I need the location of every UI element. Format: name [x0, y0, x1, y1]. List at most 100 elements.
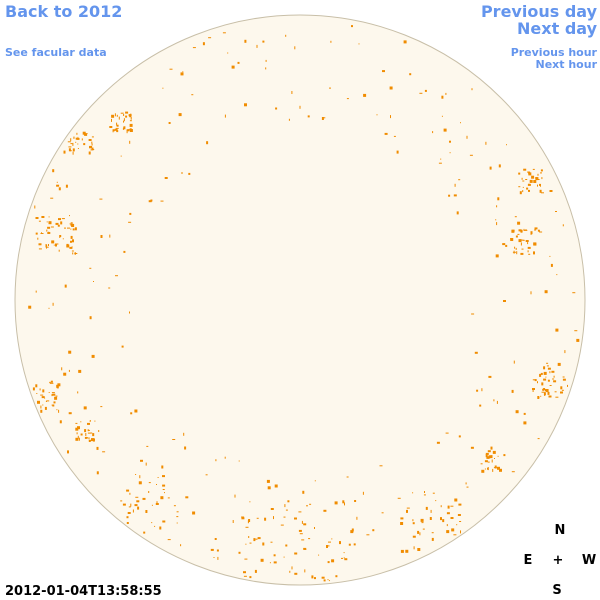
facular-link[interactable]: See facular data [5, 46, 107, 59]
facular-spot [343, 557, 345, 559]
facular-spot [521, 177, 523, 180]
compass-west: W [582, 553, 596, 568]
facular-spot [459, 521, 462, 522]
facular-spot [93, 281, 94, 282]
facular-spot [126, 522, 129, 524]
facular-spot [123, 126, 126, 130]
facular-spot [454, 498, 458, 502]
facular-spot [327, 561, 330, 564]
facular-spot [50, 380, 53, 383]
facular-spot [49, 381, 51, 384]
compass-south: S [552, 583, 561, 598]
facular-spot [348, 543, 351, 546]
facular-spot [162, 475, 165, 478]
facular-spot [224, 114, 226, 118]
facular-spot [72, 151, 74, 155]
facular-spot [560, 391, 563, 394]
facular-spot [274, 484, 278, 488]
facular-spot [549, 190, 553, 192]
facular-spot [123, 118, 125, 122]
facular-spot [160, 200, 164, 202]
facular-spot [543, 392, 546, 396]
facular-spot [114, 113, 116, 117]
facular-spot [531, 175, 535, 179]
facular-spot [77, 143, 79, 145]
facular-spot [562, 378, 566, 381]
back-link[interactable]: Back to 2012 [5, 2, 122, 21]
facular-spot [470, 446, 474, 449]
facular-spot [46, 246, 47, 249]
facular-spot [454, 183, 456, 187]
next-hour-link[interactable]: Next hour [536, 58, 598, 71]
facular-spot [111, 118, 112, 122]
facular-spot [456, 211, 459, 215]
facular-spot [412, 522, 415, 525]
facular-spot [273, 516, 274, 520]
facular-spot [243, 575, 247, 577]
facular-spot [548, 395, 552, 398]
facular-spot [496, 205, 498, 208]
facular-spot [532, 388, 535, 390]
facular-spot [519, 191, 522, 195]
facular-spot [298, 511, 302, 513]
facular-spot [484, 460, 488, 463]
facular-spot [403, 40, 407, 44]
facular-spot [456, 524, 458, 526]
facular-spot [492, 450, 496, 454]
facular-spot [412, 535, 416, 538]
facular-spot [453, 534, 457, 536]
facular-spot [146, 445, 149, 447]
facular-spot [112, 129, 114, 133]
previous-hour-link[interactable]: Previous hour [511, 46, 598, 59]
facular-spot [46, 400, 50, 402]
compass-east: E [524, 553, 533, 568]
facular-spot [301, 539, 305, 541]
facular-spot [129, 120, 132, 122]
facular-spot [537, 184, 538, 187]
facular-spot [167, 539, 171, 541]
facular-spot [285, 509, 288, 511]
facular-spot [400, 522, 404, 525]
facular-spot [156, 501, 158, 504]
facular-spot [553, 380, 557, 383]
facular-spot [430, 509, 432, 513]
facular-spot [58, 187, 61, 191]
facular-spot [77, 426, 80, 430]
facular-spot [40, 233, 44, 234]
facular-spot [384, 132, 388, 135]
facular-spot [280, 524, 284, 526]
facular-spot [547, 391, 550, 395]
facular-spot [518, 229, 522, 232]
facular-spot [52, 169, 55, 173]
facular-spot [71, 224, 75, 227]
facular-spot [74, 227, 77, 231]
facular-spot [537, 173, 539, 176]
facular-spot [460, 122, 461, 124]
facular-spot [419, 532, 421, 536]
facular-spot [132, 509, 134, 513]
facular-spot [176, 516, 179, 518]
facular-spot [54, 396, 58, 400]
previous-day-link[interactable]: Previous day [481, 2, 598, 21]
facular-spot [334, 501, 338, 505]
facular-spot [121, 345, 124, 348]
facular-spot [70, 143, 73, 145]
facular-spot [551, 370, 555, 373]
facular-spot [555, 328, 559, 332]
facular-spot [417, 548, 421, 551]
next-day-link[interactable]: Next day [517, 19, 598, 38]
facular-spot [142, 497, 146, 500]
facular-spot [294, 572, 298, 575]
facular-spot [515, 235, 518, 238]
facular-spot [129, 123, 133, 127]
facular-spot [431, 537, 434, 541]
facular-spot [254, 569, 257, 573]
facular-spot [350, 530, 354, 534]
facular-spot [453, 194, 457, 197]
facular-spot [173, 505, 176, 507]
facular-spot [92, 433, 95, 437]
facular-spot [75, 427, 79, 431]
facular-spot [516, 251, 518, 255]
facular-spot [59, 420, 62, 424]
